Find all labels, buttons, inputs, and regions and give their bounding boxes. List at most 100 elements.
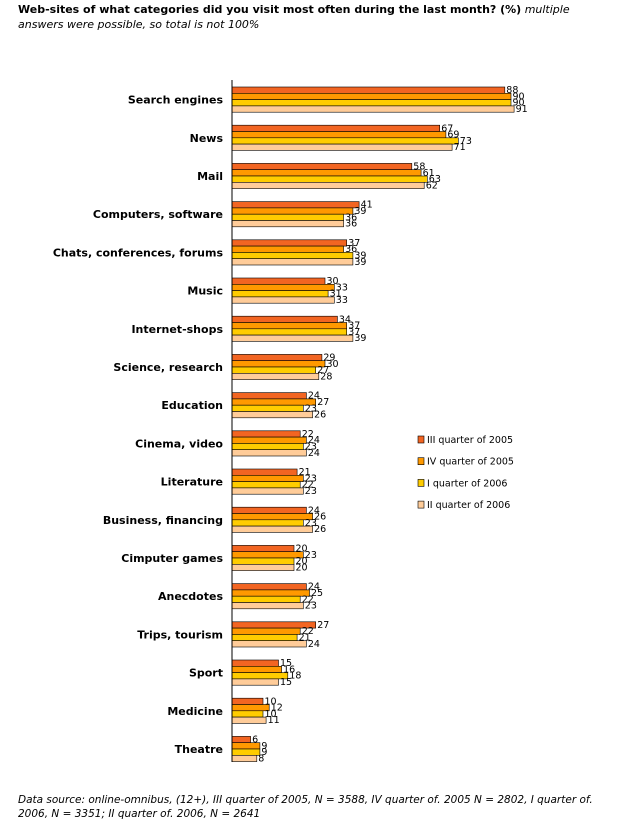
- category-label-music: Music: [187, 285, 223, 298]
- bar-anecdotes-s2: [231, 589, 310, 597]
- value-label-trips-tourism-s4: 24: [308, 639, 320, 650]
- category-label-trips-tourism: Trips, tourism: [137, 628, 223, 641]
- bar-news-s3: [231, 137, 459, 145]
- value-label-mail-s1: 58: [413, 162, 425, 173]
- bar-literature-s1: [231, 468, 298, 476]
- value-label-chats-conferences-forums-s4: 39: [354, 257, 366, 268]
- value-label-internet-shops-s1: 34: [339, 314, 351, 325]
- value-label-anecdotes-s4: 23: [305, 601, 317, 612]
- value-label-news-s1: 67: [441, 123, 453, 134]
- value-label-literature-s4: 23: [305, 486, 317, 497]
- chart-title-note: multiple answers were possible, so total…: [18, 3, 570, 31]
- bar-chats-conferences-forums-s4: [231, 258, 354, 266]
- bar-education-s3: [231, 404, 304, 412]
- value-label-education-s4: 26: [314, 410, 326, 421]
- bar-cimputer-games-s1: [231, 545, 295, 553]
- value-label-cimputer-games-s1: 20: [296, 544, 308, 555]
- bar-search-engines-s2: [231, 93, 512, 100]
- value-label-cimputer-games-s2: 23: [305, 550, 317, 561]
- chart-title-block: Web-sites of what categories did you vis…: [18, 2, 608, 32]
- bar-internet-shops-s4: [231, 334, 354, 342]
- bar-computers-software-s1: [231, 201, 360, 209]
- value-label-music-s2: 33: [336, 282, 348, 293]
- category-label-internet-shops: Internet-shops: [131, 323, 223, 336]
- value-label-computers-software-s1: 41: [361, 200, 373, 211]
- bar-cinema-video-s1: [231, 430, 301, 438]
- bar-sport-s2: [231, 665, 282, 673]
- bar-medicine-s4: [231, 716, 267, 724]
- value-label-science-research-s3: 27: [317, 365, 329, 376]
- value-label-cinema-video-s3: 23: [305, 442, 317, 453]
- bar-mail-s1: [231, 163, 413, 170]
- bar-literature-s4: [231, 487, 304, 495]
- value-label-literature-s1: 21: [299, 467, 311, 478]
- value-label-cinema-video-s2: 24: [308, 435, 320, 446]
- value-label-mail-s2: 61: [423, 168, 435, 179]
- value-label-medicine-s2: 12: [271, 703, 283, 714]
- bar-computers-software-s2: [231, 207, 354, 215]
- bar-theatre-s4: [231, 754, 258, 762]
- value-label-sport-s3: 18: [289, 671, 301, 682]
- value-label-music-s4: 33: [336, 295, 348, 306]
- value-label-literature-s2: 23: [305, 473, 317, 484]
- bar-computers-software-s4: [231, 220, 344, 228]
- bar-news-s4: [231, 143, 453, 151]
- category-label-literature: Literature: [161, 476, 223, 489]
- value-label-science-research-s4: 28: [320, 371, 332, 382]
- bar-internet-shops-s1: [231, 315, 338, 323]
- bar-cimputer-games-s2: [231, 551, 304, 559]
- category-label-chats-conferences-forums: Chats, conferences, forums: [53, 246, 224, 259]
- value-label-theatre-s4: 8: [258, 753, 264, 764]
- bar-internet-shops-s3: [231, 328, 347, 336]
- bar-trips-tourism-s2: [231, 627, 301, 635]
- bar-business-financing-s3: [231, 519, 304, 527]
- value-label-search-engines-s3: 90: [513, 98, 525, 109]
- bar-cimputer-games-s3: [231, 557, 295, 565]
- bar-anecdotes-s3: [231, 595, 301, 603]
- bar-news-s1: [231, 124, 440, 132]
- legend-swatch-4: [417, 500, 425, 509]
- legend-swatch-3: [417, 479, 425, 487]
- value-label-theatre-s1: 6: [252, 735, 258, 746]
- value-label-medicine-s3: 10: [265, 709, 277, 720]
- legend-swatch-2: [417, 457, 425, 466]
- bar-medicine-s1: [231, 697, 264, 705]
- value-label-sport-s4: 15: [280, 677, 292, 688]
- value-label-search-engines-s4: 91: [516, 104, 528, 115]
- value-label-cimputer-games-s4: 20: [296, 562, 308, 573]
- bar-cinema-video-s4: [231, 449, 307, 457]
- bar-theatre-s2: [231, 742, 261, 750]
- bar-business-financing-s1: [231, 506, 307, 514]
- category-label-education: Education: [161, 399, 223, 412]
- category-label-cinema-video: Cinema, video: [135, 437, 223, 450]
- bar-computers-software-s3: [231, 213, 344, 221]
- bar-education-s4: [231, 411, 313, 419]
- value-label-computers-software-s3: 36: [345, 212, 357, 223]
- value-label-science-research-s2: 30: [327, 359, 339, 370]
- bar-trips-tourism-s3: [231, 634, 298, 642]
- bar-chats-conferences-forums-s3: [231, 252, 354, 259]
- bar-medicine-s3: [231, 710, 264, 718]
- bar-mail-s4: [231, 182, 425, 189]
- value-label-news-s2: 69: [447, 130, 459, 141]
- value-label-cinema-video-s4: 24: [308, 448, 320, 459]
- bar-sport-s1: [231, 659, 279, 667]
- bar-science-research-s1: [231, 354, 323, 361]
- value-label-sport-s2: 16: [283, 664, 295, 675]
- bar-science-research-s3: [231, 366, 316, 374]
- value-label-anecdotes-s2: 25: [311, 588, 323, 599]
- category-label-business-financing: Business, financing: [103, 514, 223, 527]
- value-label-education-s1: 24: [308, 391, 320, 402]
- bar-literature-s3: [231, 481, 301, 489]
- value-label-computers-software-s4: 36: [345, 219, 357, 230]
- value-label-science-research-s1: 29: [323, 353, 335, 364]
- category-label-cimputer-games: Cimputer games: [121, 552, 223, 565]
- value-label-literature-s3: 22: [302, 480, 314, 491]
- value-label-chats-conferences-forums-s1: 37: [348, 238, 360, 249]
- value-label-theatre-s2: 9: [261, 741, 267, 752]
- value-label-trips-tourism-s3: 21: [299, 633, 311, 644]
- bar-mail-s2: [231, 169, 422, 177]
- bar-theatre-s1: [231, 736, 251, 744]
- category-label-theatre: Theatre: [175, 743, 223, 756]
